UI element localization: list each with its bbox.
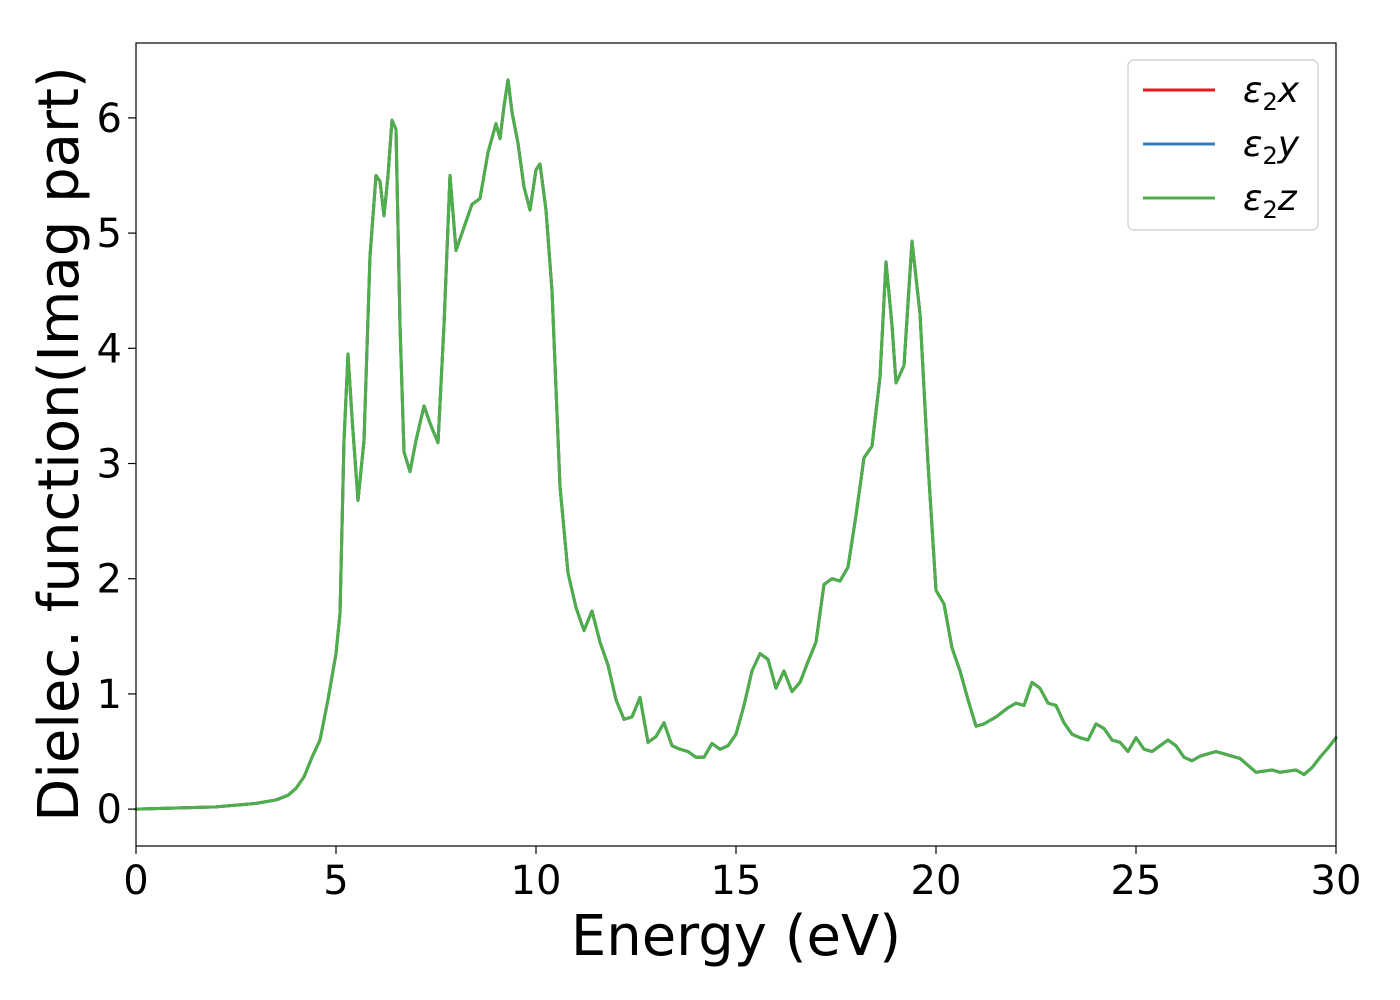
- x-axis-title: Energy (eV): [571, 904, 901, 969]
- y-tick-label: 6: [97, 96, 122, 142]
- plot-lines: [134, 78, 1338, 811]
- x-tick-label: 0: [123, 858, 148, 904]
- x-tick-label: 15: [711, 858, 762, 904]
- legend-box: [1127, 59, 1319, 231]
- legend-label-y: ε2y: [1243, 124, 1300, 170]
- legend-label-z: ε2z: [1243, 178, 1298, 224]
- y-tick-label: 5: [97, 211, 122, 257]
- legend: ε2x ε2y ε2z: [1127, 59, 1319, 231]
- legend-label-x: ε2x: [1243, 70, 1300, 116]
- y-axis-ticks: 0 1 2 3 4 5 6: [97, 96, 136, 833]
- series-line-z: [134, 78, 1338, 811]
- x-tick-label: 25: [1111, 858, 1162, 904]
- y-tick-label: 1: [97, 672, 122, 718]
- y-tick-label: 4: [97, 326, 122, 372]
- x-tick-label: 5: [323, 858, 348, 904]
- y-tick-label: 0: [97, 787, 122, 833]
- x-tick-label: 20: [911, 858, 962, 904]
- x-axis-ticks: 0 5 10 15 20 25 30: [123, 846, 1361, 904]
- y-tick-label: 3: [97, 442, 122, 488]
- x-tick-label: 30: [1311, 858, 1362, 904]
- x-tick-label: 10: [511, 858, 562, 904]
- y-axis-title: Dielec. function(Imag part): [27, 66, 92, 822]
- y-tick-label: 2: [97, 557, 122, 603]
